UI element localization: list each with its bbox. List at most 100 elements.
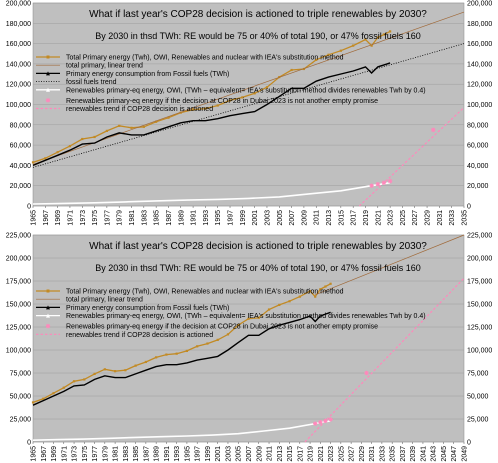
x-tick-label: 1973	[72, 446, 79, 462]
series-0-point	[267, 308, 271, 311]
x-tick-label: 2007	[289, 210, 296, 226]
y-tick-label-right: 100,000	[467, 102, 492, 109]
x-tick-label: 2039	[410, 446, 417, 462]
x-tick-label: 2013	[277, 446, 284, 462]
y-tick-label-left: 225,000	[6, 233, 31, 240]
x-tick-label: 2011	[314, 210, 321, 225]
y-tick-label-left: 75,000	[10, 371, 32, 378]
legend-swatch-marker	[46, 55, 50, 59]
legend-entry: Renewables primary-eq energy, OWI, (TWh …	[66, 313, 426, 320]
x-tick-label: 1979	[117, 210, 124, 226]
y-tick-label-right: 100,000	[467, 348, 492, 355]
series-0-point	[72, 380, 76, 383]
series-0-point	[288, 300, 291, 303]
x-tick-label: 2029	[359, 446, 366, 462]
x-tick-label: 2027	[412, 210, 419, 226]
series-0-point	[241, 96, 244, 99]
series-0-point	[81, 137, 84, 141]
x-tick-label: 1971	[67, 210, 74, 226]
series-0-point	[329, 282, 332, 285]
y-tick-label-left: 0	[27, 440, 31, 447]
x-tick-label: 1965	[31, 210, 38, 226]
y-tick-label-left: 140,000	[6, 61, 31, 68]
series-0-point	[324, 285, 327, 288]
y-tick-label-right: 120,000	[467, 82, 492, 89]
x-tick-label: 2005	[236, 446, 243, 462]
y-tick-label-left: 200,000	[6, 256, 31, 263]
series-0-point	[204, 107, 207, 110]
series-2-line	[32, 62, 391, 167]
y-tick-label-left: 150,000	[6, 302, 31, 309]
x-tick-label: 1987	[143, 446, 150, 462]
x-tick-label: 1977	[92, 446, 99, 462]
x-tick-label: 1991	[191, 210, 198, 226]
series-0-point	[339, 49, 342, 52]
x-tick-label: 2009	[301, 210, 308, 226]
y-tick-label-left: 160,000	[6, 41, 31, 48]
series-0-line	[32, 30, 391, 164]
series-0-point	[118, 124, 121, 127]
y-tick-label-right: 60,000	[467, 143, 489, 150]
series-0-point	[142, 125, 145, 128]
y-tick-label-left: 100,000	[6, 348, 31, 355]
series-0-point	[257, 316, 260, 319]
x-tick-label: 2005	[277, 210, 284, 226]
y-tick-label-right: 0	[467, 204, 471, 211]
x-tick-label: 1983	[141, 210, 148, 226]
series-0-point	[206, 342, 209, 345]
series-0-point	[376, 36, 379, 39]
chart-subtitle: By 2030 in thsd TWh: RE would be 75 or 4…	[95, 31, 421, 41]
legend-entry: Primary energy consumption from Fossil f…	[66, 305, 229, 312]
series-0-point	[352, 44, 355, 47]
series-0-point	[216, 104, 219, 107]
x-tick-label: 2027	[349, 446, 356, 462]
legend-entry: Renewables primary-eq energy if the deci…	[66, 324, 378, 331]
y-tick-label-left: 25,000	[10, 417, 32, 424]
series-0-point	[93, 372, 96, 376]
y-tick-label-right: 80,000	[467, 122, 489, 129]
series-0-point	[93, 135, 96, 139]
series-0-point	[315, 58, 318, 61]
x-tick-label: 2003	[264, 210, 271, 226]
chart-top: 0 0 20,000 20,000 40,000 40,000 60,000 60,000 80…	[0, 0, 498, 231]
x-tick-label: 2011	[267, 446, 274, 461]
x-tick-label: 1979	[102, 446, 109, 462]
y-tick-label-right: 200,000	[467, 256, 492, 263]
series-0-point	[113, 370, 117, 373]
series-0-point	[216, 338, 219, 341]
series-4-point	[328, 417, 333, 422]
series-0-point	[155, 120, 158, 123]
x-tick-label: 2019	[363, 210, 370, 226]
y-tick-label-left: 80,000	[10, 122, 32, 129]
x-tick-label: 1987	[166, 210, 173, 226]
series-5-point	[387, 178, 393, 184]
series-4-point	[313, 421, 318, 426]
y-tick-label-right: 40,000	[467, 163, 489, 170]
x-tick-label: 2021	[318, 446, 325, 462]
series-0-point	[253, 92, 256, 95]
series-0-point	[185, 349, 189, 353]
series-0-point	[130, 126, 133, 129]
series-0-point	[103, 368, 106, 371]
series-0-point	[83, 378, 86, 381]
series-0-point	[134, 364, 137, 367]
y-tick-label-left: 180,000	[6, 21, 31, 28]
series-0-point	[191, 108, 195, 111]
x-tick-label: 1997	[195, 446, 202, 462]
series-0-point	[62, 386, 65, 389]
series-0-point	[370, 44, 373, 47]
series-0-point	[167, 116, 170, 119]
x-tick-label: 2021	[375, 210, 382, 226]
x-tick-label: 1969	[51, 446, 58, 462]
x-tick-label: 2043	[431, 446, 438, 462]
series-0-point	[278, 303, 281, 307]
series-4-point	[323, 418, 328, 424]
x-tick-label: 2001	[215, 446, 222, 462]
x-tick-label: 1973	[80, 210, 87, 226]
y-tick-label-right: 160,000	[467, 41, 492, 48]
series-0-point	[319, 288, 322, 291]
x-tick-label: 1997	[228, 210, 235, 226]
y-tick-label-left: 40,000	[10, 163, 32, 170]
y-tick-label-left: 0	[27, 204, 31, 211]
y-tick-label-right: 150,000	[467, 302, 492, 309]
